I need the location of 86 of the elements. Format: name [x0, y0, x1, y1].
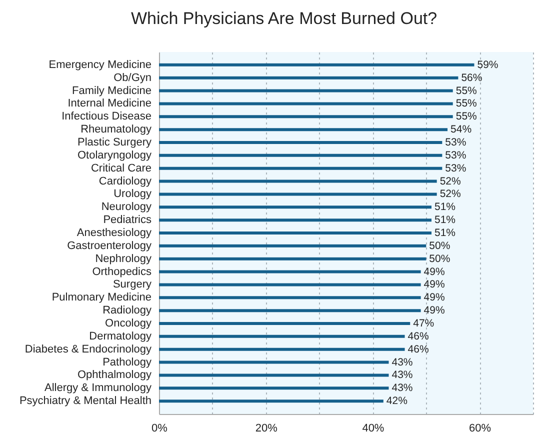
bar: [159, 76, 458, 80]
y-tick-label: Psychiatry & Mental Health: [19, 395, 152, 408]
y-tick-label: Pulmonary Medicine: [52, 292, 152, 304]
bar: [159, 257, 426, 260]
data-label: 55%: [456, 110, 477, 123]
chart-title: Which Physicians Are Most Burned Out?: [130, 9, 438, 28]
data-label: 52%: [440, 175, 461, 188]
bar: [159, 309, 421, 312]
data-label: 51%: [434, 214, 456, 226]
data-label: 59%: [477, 58, 498, 71]
x-tick-label: 20%: [255, 422, 278, 434]
bar: [159, 322, 410, 325]
data-label: 55%: [456, 98, 477, 110]
y-tick-label: Infectious Disease: [62, 110, 152, 123]
x-tick-label: 60%: [469, 422, 492, 434]
y-tick-label: Ophthalmology: [78, 369, 152, 382]
bar: [159, 360, 389, 364]
bar: [159, 296, 421, 300]
data-label: 43%: [392, 356, 413, 368]
bar: [159, 334, 405, 338]
y-tick-label: Radiology: [102, 304, 152, 317]
bar: [159, 218, 432, 222]
y-tick-label: Pediatrics: [103, 214, 152, 226]
bar: [159, 180, 437, 183]
data-label: 51%: [434, 227, 456, 239]
data-label: 53%: [445, 162, 466, 174]
y-tick-label: Otolaryngology: [78, 149, 152, 162]
data-label: 43%: [392, 369, 413, 382]
y-tick-label: Internal Medicine: [68, 98, 152, 110]
x-tick-label: 0%: [152, 422, 168, 434]
y-tick-label: Plastic Surgery: [78, 136, 152, 148]
data-label: 53%: [445, 149, 466, 162]
bar: [159, 128, 448, 132]
bar: [159, 89, 453, 92]
bar: [159, 374, 389, 377]
bar: [159, 192, 437, 196]
bar: [159, 166, 442, 170]
y-tick-label: Gastroenterology: [67, 240, 152, 252]
bar: [159, 400, 384, 403]
data-label: 46%: [408, 343, 429, 356]
data-label: 50%: [429, 240, 450, 252]
bar: [159, 244, 426, 248]
y-tick-label: Rheumatology: [80, 124, 152, 136]
bar: [159, 386, 389, 390]
data-label: 42%: [386, 395, 408, 408]
y-tick-label: Orthopedics: [92, 266, 152, 278]
bar: [159, 115, 453, 118]
data-label: 47%: [413, 318, 434, 330]
bar: [159, 348, 405, 351]
y-tick-label: Dermatology: [89, 330, 152, 342]
bar: [159, 63, 474, 66]
data-label: 49%: [424, 278, 445, 291]
data-label: 50%: [429, 252, 450, 265]
y-tick-label: Neurology: [101, 201, 152, 214]
data-label: 46%: [408, 330, 429, 342]
y-tick-label: Allergy & Immunology: [44, 382, 152, 394]
y-tick-label: Nephrology: [95, 252, 152, 265]
data-label: 49%: [424, 266, 445, 278]
y-tick-label: Urology: [114, 188, 152, 200]
y-tick-label: Family Medicine: [72, 84, 152, 97]
data-label: 49%: [424, 292, 445, 304]
y-tick-label: Emergency Medicine: [48, 58, 152, 71]
bar: [159, 270, 421, 274]
data-label: 55%: [456, 84, 477, 97]
y-tick-label: Diabetes & Endocrinology: [24, 343, 152, 356]
y-tick-label: Surgery: [112, 278, 152, 291]
bar: [159, 154, 442, 157]
data-label: 43%: [392, 382, 413, 394]
y-tick-label: Anesthesiology: [76, 227, 152, 239]
bar: [159, 102, 453, 106]
y-tick-label: Cardiology: [98, 175, 152, 188]
y-tick-label: Ob/Gyn: [114, 72, 152, 84]
y-tick-label: Pathology: [102, 356, 152, 368]
y-tick-label: Oncology: [105, 318, 152, 330]
bar: [159, 283, 421, 286]
x-tick-label: 40%: [362, 422, 384, 434]
data-label: 56%: [461, 72, 482, 84]
data-label: 51%: [434, 201, 456, 214]
data-label: 54%: [450, 124, 472, 136]
data-label: 52%: [440, 188, 461, 200]
bar: [159, 232, 432, 234]
data-label: 49%: [424, 304, 445, 317]
bar: [159, 141, 442, 144]
y-tick-label: Critical Care: [90, 162, 152, 174]
data-label: 53%: [445, 136, 466, 148]
bar: [159, 206, 432, 209]
